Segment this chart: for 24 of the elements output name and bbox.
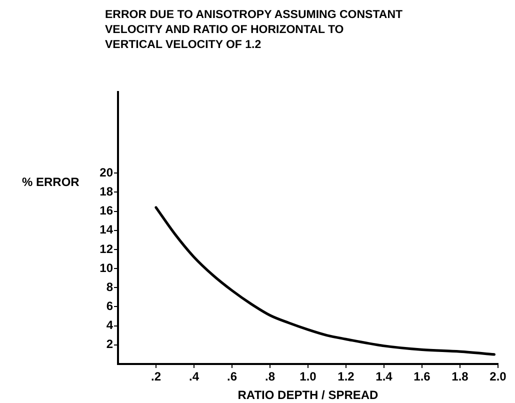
x-tick-label: 1.4 <box>376 370 393 384</box>
x-tick-label: 1.6 <box>414 370 431 384</box>
x-tick-label: .2 <box>150 370 162 384</box>
y-tick-label: 4 <box>106 318 114 332</box>
y-tick-label: 16 <box>100 204 114 218</box>
y-tick-label: 2 <box>106 337 114 352</box>
x-tick-label: 2.0 <box>490 370 507 384</box>
x-tick-label: 1.0 <box>300 370 317 384</box>
y-tick-label: 10 <box>100 260 114 275</box>
chart-title: ERROR DUE TO ANISOTROPY ASSUMING CONSTANT VELOCITY AND RATIO OF HORIZONTAL TO VERTICAL VELOCITY OF 1.2 <box>105 8 403 53</box>
y-axis-title: % ERROR <box>22 175 80 189</box>
y-tick-label: 18 <box>100 184 114 199</box>
y-tick-label: 14 <box>100 222 114 237</box>
y-tick-label: 20 <box>100 165 114 180</box>
y-tick-label: 12 <box>100 242 114 256</box>
x-tick-label: .8 <box>264 370 276 384</box>
x-tick-label: .4 <box>188 370 200 384</box>
x-tick-label: .6 <box>226 370 238 384</box>
x-axis-title: RATIO DEPTH / SPREAD <box>238 388 379 402</box>
x-tick-label: 1.2 <box>338 370 355 384</box>
line-series <box>154 206 496 356</box>
y-tick-label: 6 <box>106 299 114 314</box>
x-tick-label: 1.8 <box>452 370 469 384</box>
y-tick-label: 8 <box>106 280 114 294</box>
